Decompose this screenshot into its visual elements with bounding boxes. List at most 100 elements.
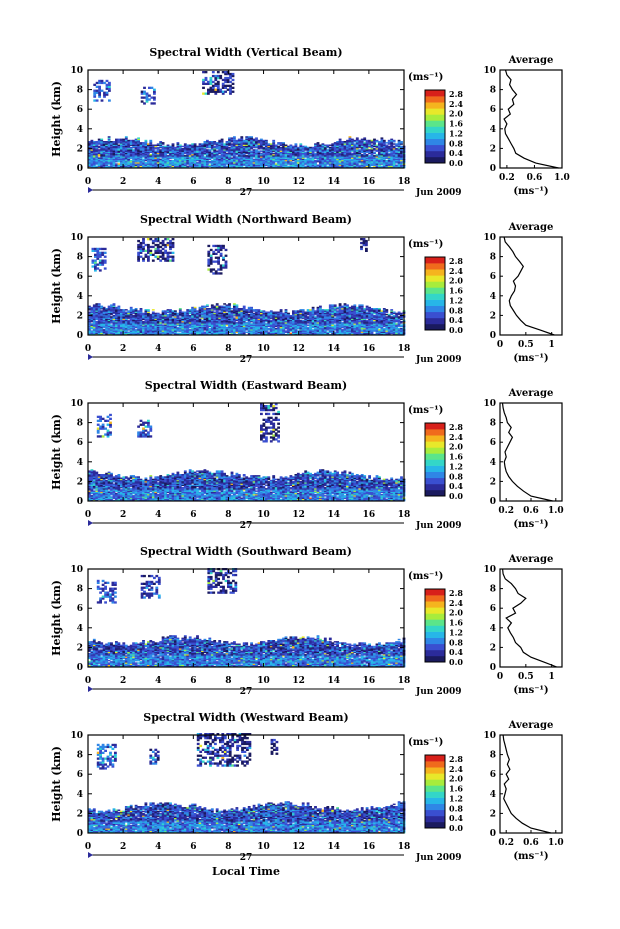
colorbar-swatch [425,139,445,145]
heatmap-cell [179,333,182,335]
heatmap-cell [231,310,234,312]
heatmap-cell [211,152,214,154]
heatmap-cell [208,308,211,310]
heatmap-cell [216,303,219,305]
heatmap-cell [149,140,152,142]
heatmap-cell [91,323,94,325]
heatmap-cell [154,150,157,152]
heatmap-cell [231,143,234,145]
heatmap-cell [103,96,106,98]
heatmap-cell [196,146,199,148]
heatmap-cell [253,139,256,141]
heatmap-cell [253,159,256,161]
heatmap-cell [218,140,221,142]
heatmap-cell [206,304,209,306]
heatmap-cell [217,91,220,93]
heatmap-cell [153,91,156,93]
heatmap-cell [205,93,208,95]
heatmap-cell [199,319,202,321]
heatmap-cell [93,84,96,86]
heatmap-cell [366,154,369,156]
heatmap-cell [243,306,246,308]
heatmap-cell [229,77,232,79]
heatmap-cell [248,314,251,316]
heatmap-cell [290,145,293,147]
heatmap-cell [169,160,172,162]
heatmap-cell [390,139,393,141]
heatmap-cell [349,136,352,138]
heatmap-cell [143,102,146,104]
colorbar-tick-label: 1.2 [449,128,463,138]
heatmap-cell [93,99,96,101]
heatmap-cell [152,309,155,311]
heatmap-cell [157,143,160,145]
heatmap-cell [267,312,270,314]
heatmap-cell [297,310,300,312]
heatmap-cell [95,141,98,143]
heatmap-cell [172,317,175,319]
heatmap-cell [140,142,143,144]
heatmap-cell [179,308,182,310]
colorbar-swatch [425,133,445,139]
heatmap-cell [275,163,278,165]
heatmap-cell [196,310,199,312]
heatmap-cell [206,149,209,151]
heatmap-cell [120,309,123,311]
heatmap-cell [213,141,216,143]
heatmap-cell [229,91,232,93]
heatmap-cell [115,307,118,309]
heatmap-cell [167,309,170,311]
heatmap-cell [265,140,268,142]
heatmap-cell [96,82,99,84]
heatmap-cell [172,310,175,312]
heatmap-cell [98,149,101,151]
average-profile-line [504,70,558,168]
heatmap-cell [204,306,207,308]
y-tick-label: 6 [77,105,83,115]
heatmap-cell [285,145,288,147]
heatmap-cell [221,139,224,141]
heatmap-cell [115,139,118,141]
heatmap-cell [353,140,356,142]
colorbar-tick-label: 0.4 [449,148,463,158]
heatmap-cell [186,166,189,168]
heatmap-cell [245,322,248,324]
heatmap-cell [373,139,376,141]
colorbar-swatch [425,108,445,114]
heatmap-cell [98,86,101,88]
heatmap-cell [255,137,258,139]
heatmap-cell [248,307,251,309]
heatmap-cell [260,310,263,312]
heatmap-cell [93,90,96,92]
heatmap-cell [228,303,231,305]
heatmap-cell [127,320,130,322]
heatmap-cell [236,140,239,142]
x-tick-label: 12 [292,177,305,187]
heatmap-cell [214,77,217,79]
heatmap-cell [95,166,98,168]
heatmap-cell [329,145,332,147]
heatmap-cell [159,149,162,151]
x-tick-label: 4 [155,177,161,187]
heatmap-cell [388,140,391,142]
heatmap-cell [106,86,109,88]
heatmap-cell [122,139,125,141]
heatmap-cell [148,95,151,97]
heatmap-cell [299,143,302,145]
heatmap-cell [189,329,192,331]
heatmap-cell [217,77,220,79]
panel-1: Spectral Width (Vertical Beam)0246810Hei… [50,46,570,198]
colorbar-swatch [425,96,445,102]
heatmap-cell [224,81,227,83]
heatmap-cell [202,79,205,81]
heatmap-cell [309,147,312,149]
heatmap-cell [115,163,118,165]
colorbar-unit: (ms⁻¹) [408,72,443,83]
heatmap-cell [250,136,253,138]
heatmap-cell [232,83,235,85]
heatmap-cell [135,308,138,310]
heatmap-cell [376,140,379,142]
heatmap-cell [157,313,160,315]
heatmap-cell [228,137,231,139]
heatmap-cell [118,145,121,147]
